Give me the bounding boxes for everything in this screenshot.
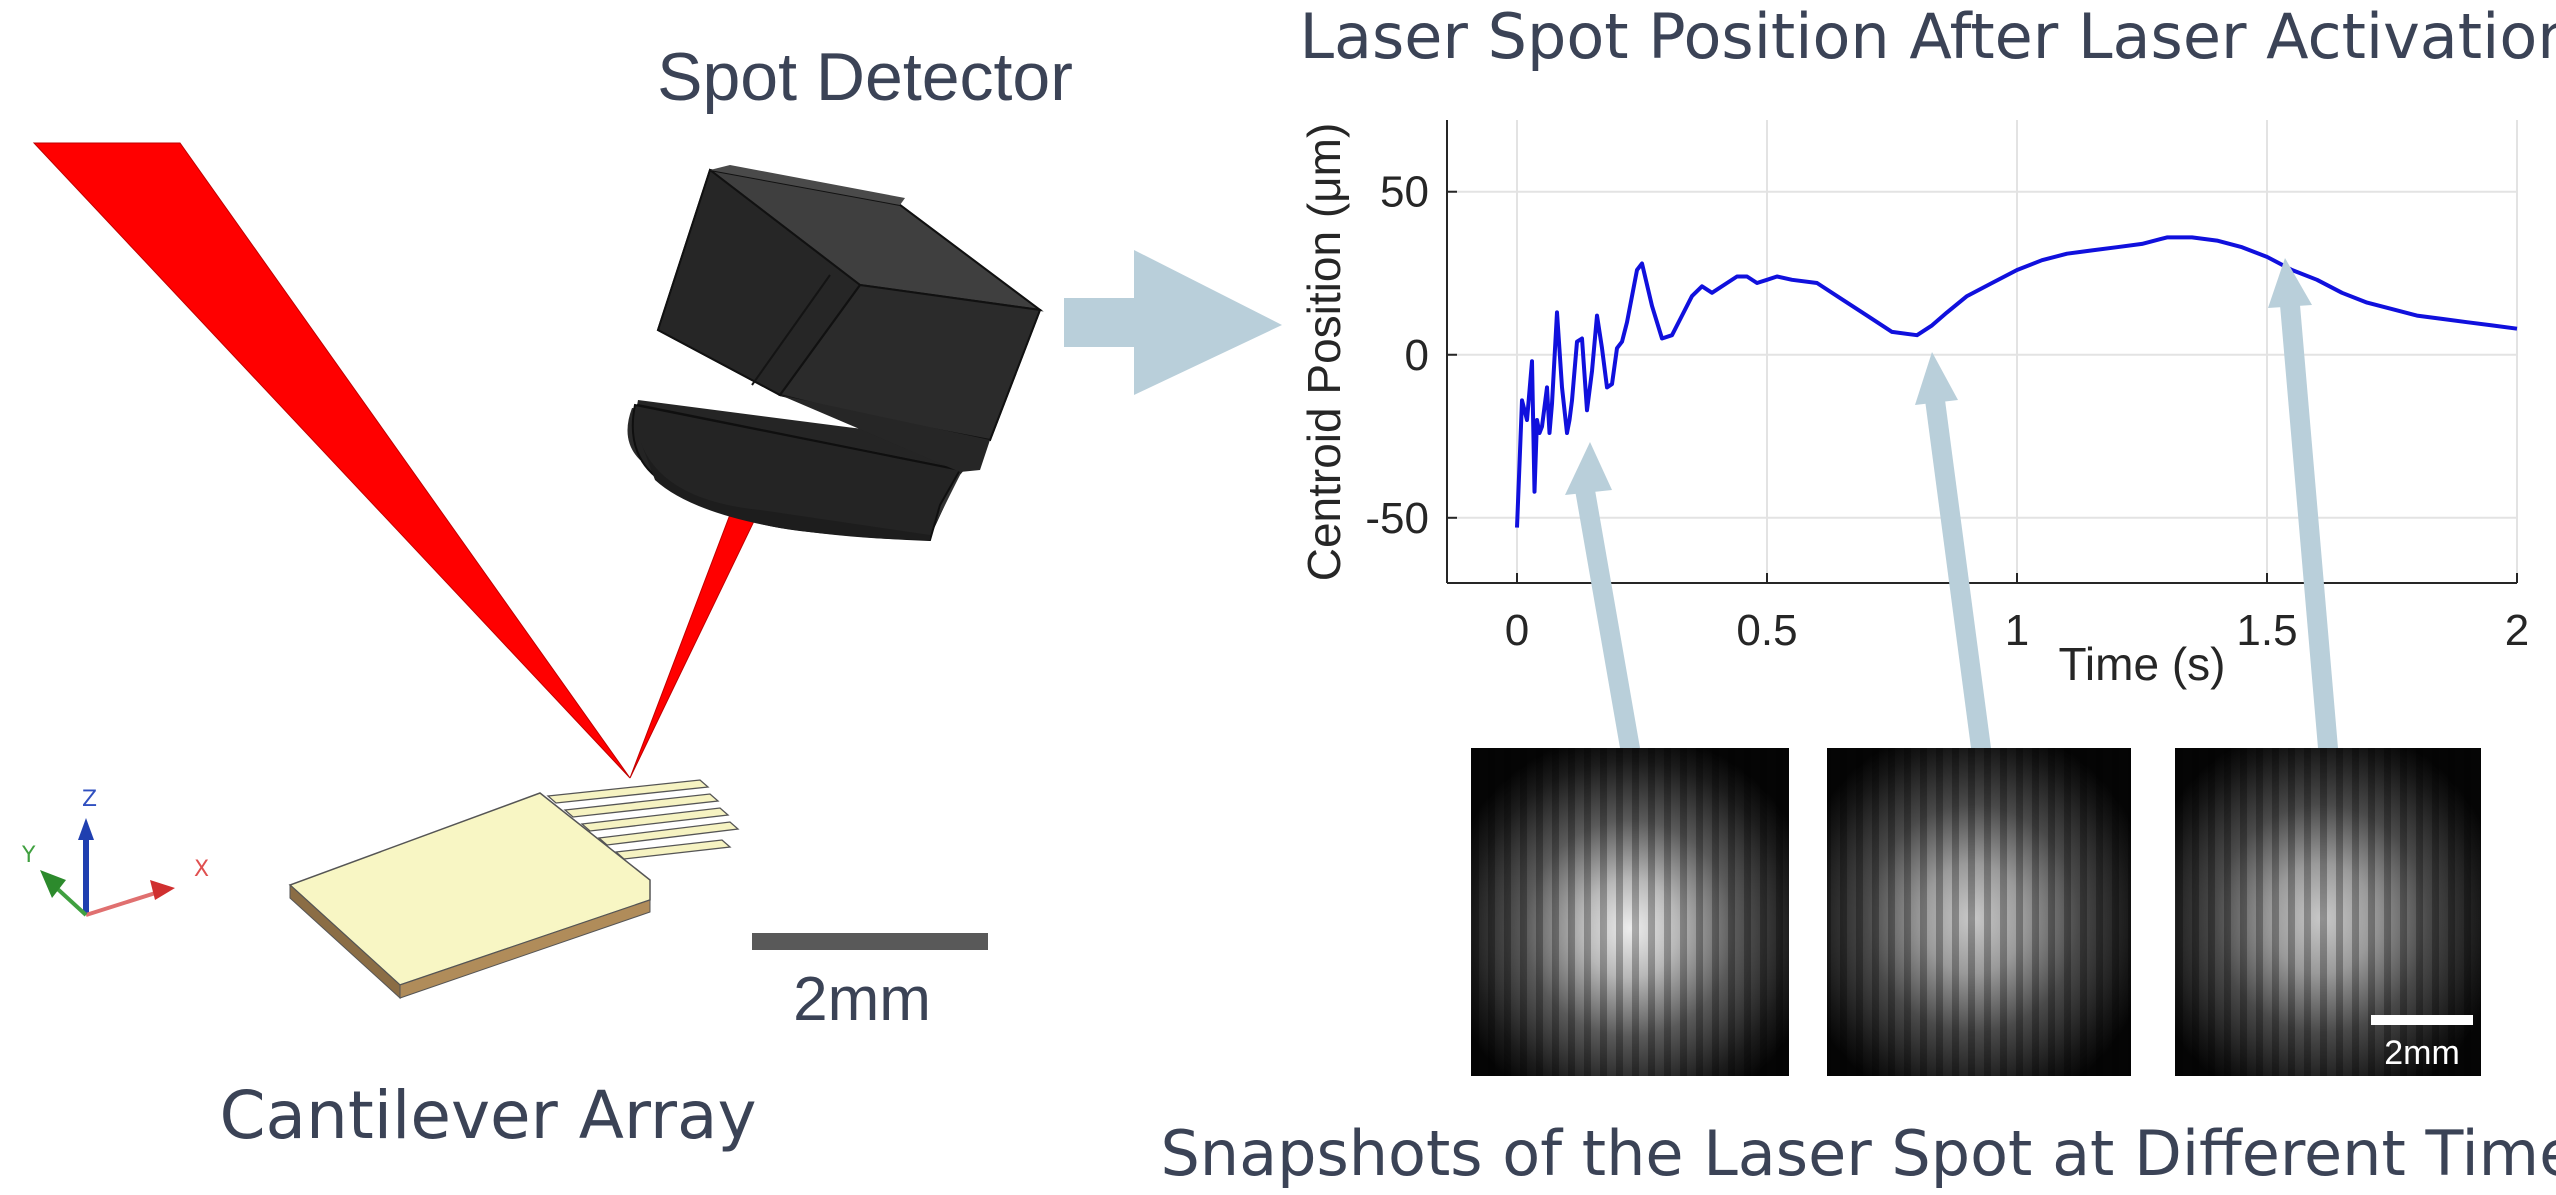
spot-detector-label: Spot Detector [657, 39, 1073, 115]
snapshots-caption: Snapshots of the Laser Spot at Different… [1160, 1117, 2556, 1190]
y-tick-label: 50 [1380, 168, 1429, 217]
axis-x-label: X [194, 857, 209, 882]
x-axis-label: Time (s) [2059, 638, 2226, 690]
snapshot-1 [1471, 748, 1789, 1076]
arrow-snapshot-1 [1565, 442, 1640, 748]
x-ticks: 0 0.5 1 1.5 2 [1505, 573, 2529, 655]
scale-bar-snapshot-label: 2mm [2384, 1034, 2460, 1072]
arrow-snapshot-2 [1915, 352, 1991, 748]
snapshot-arrows [1565, 258, 2338, 748]
snapshot-3: 2mm [2175, 748, 2481, 1076]
axis-y-label: Y [21, 843, 36, 868]
scale-bar-left-label: 2mm [793, 965, 931, 1034]
axis-triad: Z X Y [21, 787, 209, 917]
x-tick-label: 1.5 [2236, 606, 2297, 655]
cantilever-array-label: Cantilever Array [219, 1077, 756, 1154]
arrow-snapshot-3 [2268, 258, 2338, 748]
x-tick-label: 0.5 [1736, 606, 1797, 655]
flow-arrow [1064, 250, 1282, 395]
spot-detector-camera [627, 165, 1044, 542]
y-tick-label: 0 [1405, 331, 1429, 380]
y-tick-label: -50 [1365, 494, 1429, 543]
snapshot-2 [1827, 748, 2131, 1076]
chart-grid [1447, 120, 2518, 583]
y-axis-label: Centroid Position (μm) [1298, 123, 1350, 582]
scale-bar-left [752, 933, 988, 950]
y-ticks: -50 0 50 [1365, 168, 1457, 543]
incident-laser-beam [32, 142, 631, 779]
scale-bar-snapshot [2371, 1015, 2473, 1025]
chart: Laser Spot Position After Laser Activati… [1298, 0, 2556, 690]
x-tick-label: 2 [2505, 606, 2529, 655]
series-line-centroid [1515, 235, 2518, 528]
x-tick-label: 0 [1505, 606, 1529, 655]
laser-diagram: Z X Y 2mm Spot Detector Cantilever Array [21, 39, 1073, 1154]
chart-title: Laser Spot Position After Laser Activati… [1299, 0, 2556, 73]
cantilever-beams [546, 779, 740, 860]
axis-z-label: Z [82, 787, 97, 812]
cantilever-array-chip [288, 779, 740, 1000]
x-tick-label: 1 [2005, 606, 2029, 655]
